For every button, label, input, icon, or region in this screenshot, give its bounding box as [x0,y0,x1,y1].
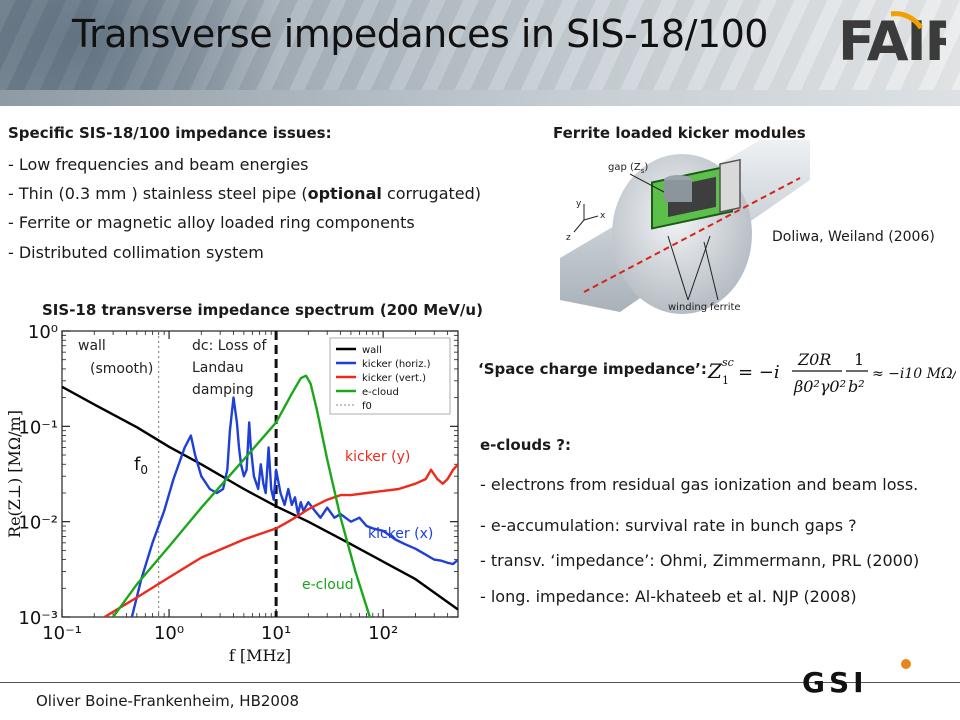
x-tick-label: 10¹ [261,623,291,644]
winding-label: winding [668,302,707,313]
formula-sup: sc [722,356,734,369]
impedance-chart: 10⁻¹ 10⁰ 10¹ 10² 10⁰ 10⁻¹ 10⁻² 10⁻³ f [MHz] Re(Z⊥… [5,322,459,665]
legend-label: kicker (horiz.) [362,359,431,370]
fair-logo-text: FAIR [838,10,946,73]
x-tick-label: 10² [368,623,398,644]
series-line-wall [62,385,458,611]
issues-heading: Specific SIS-18/100 impedance issues: [8,124,332,142]
page-title: Transverse impedances in SIS-18/100 [72,12,768,56]
annotation-layer: wall (smooth) dc: Loss of Landau damping… [78,338,433,593]
y-tick-label: 10⁰ [28,322,58,343]
formula-lhs: Z [707,359,723,383]
issue-item-2-optional: optional [307,184,382,203]
annotation-dc-1: dc: Loss of [192,338,267,354]
legend-label: wall [362,345,382,356]
ferrite-label: ferrite [710,302,741,313]
footer-divider [0,682,960,683]
kicker-heading: Ferrite loaded kicker modules [553,124,806,142]
series-line-e-cloud [112,374,371,617]
axis-z-arrow [573,219,585,233]
y-tick-label: 10⁻² [18,513,58,534]
formula-frac2-den: b² [848,377,865,396]
ecloud-item-4: - long. impedance: Al-khateeb et al. NJP… [480,587,857,606]
fair-logo-arc [890,11,924,30]
kicker-citation: Doliwa, Weiland (2006) [772,229,935,245]
issue-item-2: - Thin (0.3 mm ) stainless steel pipe (o… [8,184,481,203]
gap-post [664,180,692,202]
ecloud-item-2: - e-accumulation: survival rate in bunch… [480,516,857,535]
annotation-ecloud: e-cloud [302,577,354,593]
spectrum-heading: SIS-18 transverse impedance spectrum (20… [42,301,483,319]
ferrite-pointer [703,241,719,301]
annotation-wall-smooth: (smooth) [90,361,153,377]
formula-frac1-den: β0²γ0² [793,377,846,396]
winding-pointer-1 [667,235,689,301]
gap-pointer [629,173,665,193]
issue-item-3: - Ferrite or magnetic alloy loaded ring … [8,213,415,232]
ecloud-item-1: - electrons from residual gas ionization… [480,475,919,494]
eclouds-heading: e-clouds ?: [480,436,572,454]
y-axis-label: Re(Z⊥) [MΩ/m] [5,410,24,538]
annotation-f0: f0 [134,454,148,477]
legend-label: e-cloud [362,387,399,398]
legend-label: f0 [362,401,372,412]
x-tick-label: 10⁰ [154,623,184,644]
annotation-kicker-y: kicker (y) [345,449,410,465]
axis-y-label: y [576,199,582,209]
annotation-dc-2: Landau [192,360,244,376]
formula-approx: ≈ −i10 MΩ/m [872,366,956,382]
formula-frac2-num: 1 [854,350,864,369]
gsi-logo-text: GSI [802,666,868,696]
issue-item-2-head: - Thin (0.3 mm ) stainless steel pipe ( [8,184,308,203]
header-shade [0,0,360,106]
annotation-kicker-x: kicker (x) [368,526,433,542]
chart-legend: wall kicker (horiz.) kicker (vert.) e-cloud… [329,337,451,415]
y-tick-label: 10⁻³ [18,608,58,629]
formula-eq: = −i [738,362,780,383]
kicker-module-diagram: gap (Zs) winding ferrite y x z [560,140,810,314]
header-band [0,90,960,106]
annotation-wall: wall [78,338,106,354]
issue-item-2-tail: corrugated) [381,184,482,203]
fair-logo: FAIR [838,10,946,73]
formula-sub: 1 [722,374,729,387]
formula-frac1-num: Z0R [797,350,831,369]
axis-z-label: z [566,233,571,243]
issue-item-1: - Low frequencies and beam energies [8,155,309,174]
gsi-logo: GSI [802,659,911,696]
winding-pointer-2 [687,235,711,301]
axis-x-label: x [600,211,606,221]
x-axis-label: f [MHz] [229,646,291,665]
legend-label: kicker (vert.) [362,373,426,384]
flange [719,158,741,213]
beam-axis [583,177,801,293]
header-banner [0,0,960,106]
x-tick-label: 10⁻¹ [42,623,82,644]
space-charge-label: ‘Space charge impedance’: [478,360,707,378]
series-layer [62,331,458,617]
space-charge-formula: Z sc 1 = −i Z0R β0²γ0² 1 b² ≈ −i10 MΩ/m [707,350,956,396]
ecloud-item-3: - transv. ‘impedance’: Ohmi, Zimmermann,… [480,551,920,570]
y-tick-label: 10⁻¹ [18,417,58,438]
gap-label: gap (Zs) [608,162,648,175]
gsi-logo-dot [901,659,911,669]
footer-author: Oliver Boine-Frankenheim, HB2008 [36,692,300,710]
series-line-kicker-vert- [103,463,458,617]
annotation-dc-3: damping [192,382,254,398]
issue-item-4: - Distributed collimation system [8,243,264,262]
axis-x-arrow [583,215,599,221]
